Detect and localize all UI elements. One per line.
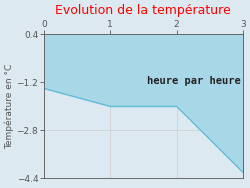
Text: heure par heure: heure par heure <box>147 76 240 86</box>
Title: Evolution de la température: Evolution de la température <box>56 4 231 17</box>
Y-axis label: Température en °C: Température en °C <box>4 64 14 149</box>
